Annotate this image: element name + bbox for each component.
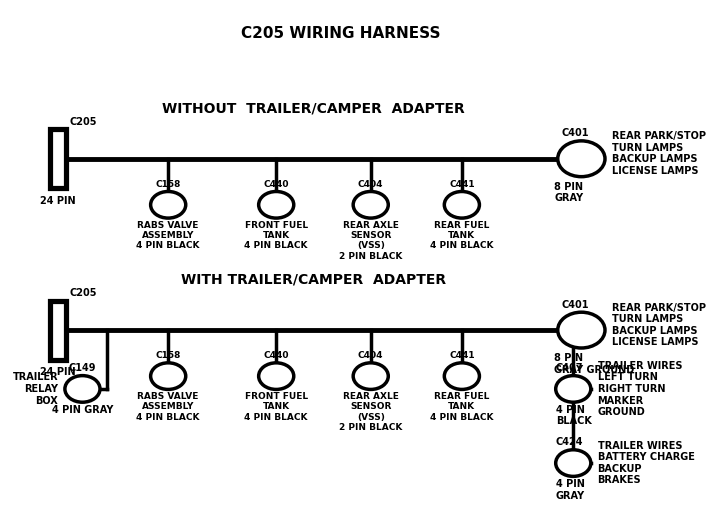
Text: FRONT FUEL
TANK
4 PIN BLACK: FRONT FUEL TANK 4 PIN BLACK xyxy=(245,221,308,250)
Circle shape xyxy=(258,191,294,218)
Text: 4 PIN
GRAY: 4 PIN GRAY xyxy=(556,479,585,500)
Text: C401: C401 xyxy=(561,300,589,310)
Text: 8 PIN
GRAY GROUND: 8 PIN GRAY GROUND xyxy=(554,353,634,375)
Text: 24 PIN: 24 PIN xyxy=(40,196,76,206)
Text: C441: C441 xyxy=(449,351,474,360)
Text: C440: C440 xyxy=(264,180,289,189)
Text: 24 PIN: 24 PIN xyxy=(40,367,76,377)
Circle shape xyxy=(556,376,591,402)
Text: 8 PIN
GRAY: 8 PIN GRAY xyxy=(554,182,583,203)
Circle shape xyxy=(258,363,294,389)
Text: C205: C205 xyxy=(70,288,97,298)
Text: WITH TRAILER/CAMPER  ADAPTER: WITH TRAILER/CAMPER ADAPTER xyxy=(181,272,446,286)
Circle shape xyxy=(65,376,100,402)
Text: C404: C404 xyxy=(358,351,384,360)
Text: C158: C158 xyxy=(156,351,181,360)
Text: C404: C404 xyxy=(358,180,384,189)
Circle shape xyxy=(150,191,186,218)
Text: REAR AXLE
SENSOR
(VSS)
2 PIN BLACK: REAR AXLE SENSOR (VSS) 2 PIN BLACK xyxy=(339,392,402,432)
Text: WITHOUT  TRAILER/CAMPER  ADAPTER: WITHOUT TRAILER/CAMPER ADAPTER xyxy=(162,101,464,115)
Circle shape xyxy=(444,363,480,389)
Circle shape xyxy=(558,141,605,177)
Text: REAR FUEL
TANK
4 PIN BLACK: REAR FUEL TANK 4 PIN BLACK xyxy=(430,392,494,422)
Text: C205: C205 xyxy=(70,117,97,127)
Text: REAR FUEL
TANK
4 PIN BLACK: REAR FUEL TANK 4 PIN BLACK xyxy=(430,221,494,250)
Text: C401: C401 xyxy=(561,128,589,139)
Text: C440: C440 xyxy=(264,351,289,360)
Text: TRAILER WIRES
LEFT TURN
RIGHT TURN
MARKER
GROUND: TRAILER WIRES LEFT TURN RIGHT TURN MARKE… xyxy=(598,361,682,417)
Circle shape xyxy=(556,450,591,476)
Text: RABS VALVE
ASSEMBLY
4 PIN BLACK: RABS VALVE ASSEMBLY 4 PIN BLACK xyxy=(136,221,200,250)
Bar xyxy=(50,129,66,188)
Text: 4 PIN
BLACK: 4 PIN BLACK xyxy=(556,405,592,427)
Text: C407: C407 xyxy=(556,363,583,373)
Text: TRAILER WIRES
BATTERY CHARGE
BACKUP
BRAKES: TRAILER WIRES BATTERY CHARGE BACKUP BRAK… xyxy=(598,440,695,485)
Text: C424: C424 xyxy=(556,437,583,447)
Circle shape xyxy=(558,312,605,348)
Text: RABS VALVE
ASSEMBLY
4 PIN BLACK: RABS VALVE ASSEMBLY 4 PIN BLACK xyxy=(136,392,200,422)
Circle shape xyxy=(354,191,388,218)
Text: C205 WIRING HARNESS: C205 WIRING HARNESS xyxy=(240,26,440,41)
Text: REAR PARK/STOP
TURN LAMPS
BACKUP LAMPS
LICENSE LAMPS: REAR PARK/STOP TURN LAMPS BACKUP LAMPS L… xyxy=(612,302,706,347)
Bar xyxy=(50,301,66,359)
Text: C158: C158 xyxy=(156,180,181,189)
Text: 4 PIN GRAY: 4 PIN GRAY xyxy=(52,405,113,415)
Text: C149: C149 xyxy=(68,363,96,373)
Text: TRAILER
RELAY
BOX: TRAILER RELAY BOX xyxy=(12,372,58,405)
Text: C441: C441 xyxy=(449,180,474,189)
Circle shape xyxy=(354,363,388,389)
Circle shape xyxy=(444,191,480,218)
Text: FRONT FUEL
TANK
4 PIN BLACK: FRONT FUEL TANK 4 PIN BLACK xyxy=(245,392,308,422)
Text: REAR AXLE
SENSOR
(VSS)
2 PIN BLACK: REAR AXLE SENSOR (VSS) 2 PIN BLACK xyxy=(339,221,402,261)
Text: REAR PARK/STOP
TURN LAMPS
BACKUP LAMPS
LICENSE LAMPS: REAR PARK/STOP TURN LAMPS BACKUP LAMPS L… xyxy=(612,131,706,176)
Circle shape xyxy=(150,363,186,389)
